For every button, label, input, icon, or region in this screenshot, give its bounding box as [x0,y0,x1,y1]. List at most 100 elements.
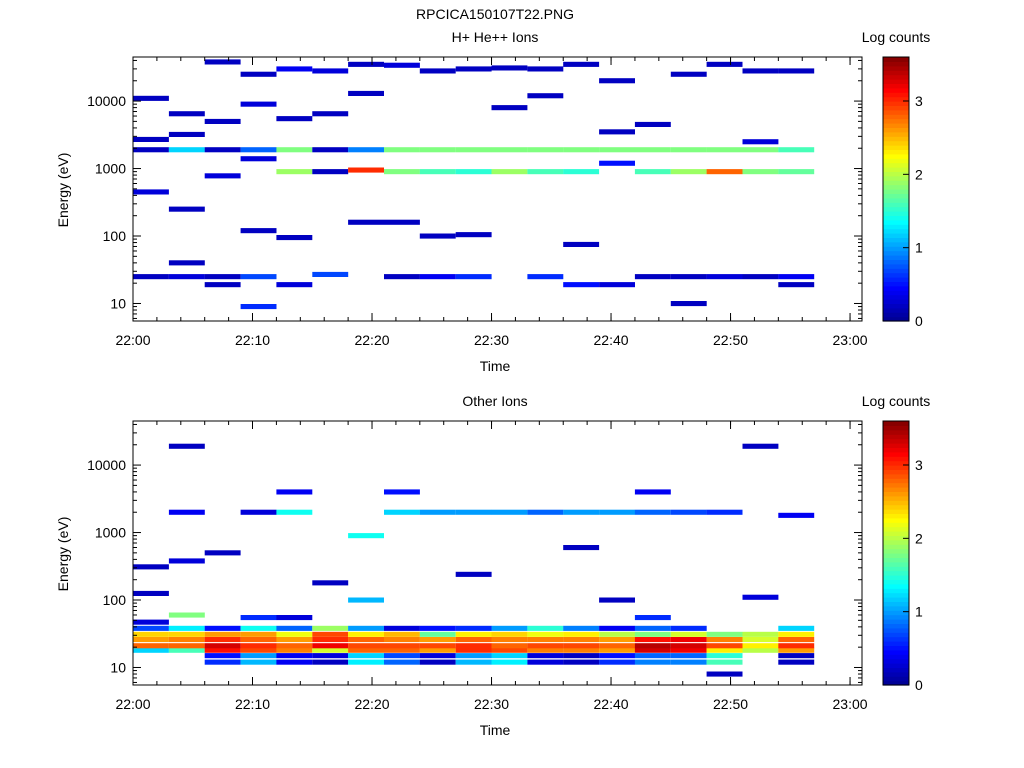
colorbar-segment [883,109,909,115]
heatmap-cell [312,637,349,643]
colorbar-segment [883,70,909,76]
heatmap-cell [312,111,349,117]
heatmap-cell [133,136,169,142]
heatmap-cell [133,647,169,653]
x-tick-label: 22:40 [594,696,629,712]
heatmap-cell [742,631,779,637]
heatmap-cell [240,625,277,631]
heatmap-cell [204,274,241,280]
colorbar-segment [883,202,909,208]
colorbar-segment [883,246,909,252]
colorbar-segment [883,434,909,440]
x-tick-label: 22:20 [354,696,389,712]
heatmap-cell [706,659,743,665]
heatmap-cell [778,512,815,518]
colorbar-segment [883,316,909,322]
heatmap-cell [491,169,528,175]
heatmap-cell [276,116,313,122]
colorbar-segment [883,671,909,677]
heatmap-cell [778,637,815,643]
x-tick-label: 22:50 [713,696,748,712]
heatmap-cell [455,653,492,659]
heatmap-cell [312,631,349,637]
colorbar-segment [883,491,909,497]
colorbar-segment [883,421,909,426]
heatmap-cell [240,156,277,162]
heatmap-cell [670,274,707,280]
colorbar-segment [883,605,909,611]
heatmap-cell [419,625,456,631]
heatmap-cell [491,147,528,153]
panel-title: Other Ions [462,393,527,409]
heatmap-cell [276,282,313,288]
heatmap-cell [133,625,169,631]
heatmap-cell [634,509,671,515]
heatmap-cell [670,509,707,515]
colorbar-segment [883,123,909,128]
heatmap-cell [742,169,779,175]
heatmap-cell [133,637,169,643]
colorbar-segment [883,83,909,89]
heatmap-cell [670,71,707,77]
heatmap-cell [348,637,384,643]
heatmap-cell [348,659,384,665]
panel-other-ions: Other Ions Log counts Energy (eV) Time 2… [55,393,930,738]
heatmap-cell [348,167,384,173]
colorbar-tick-label: 1 [915,604,923,620]
heatmap-cell [168,558,205,564]
heatmap-cell [670,647,707,653]
heatmap-cell [455,274,492,280]
heatmap-cell [670,637,707,643]
heatmap-cell [455,232,492,238]
heatmap-cell [419,647,456,653]
colorbar-segment [883,504,909,510]
colorbar-segment [883,224,909,230]
colorbar-segment [883,294,909,300]
x-tick-label: 22:00 [115,332,150,348]
colorbar-segment [883,281,909,287]
colorbar-segment [883,619,909,624]
heatmap-cell [455,659,492,665]
x-tick-label: 22:00 [115,696,150,712]
heatmap-cell [419,659,456,665]
colorbar-tick-label: 3 [915,457,923,473]
heatmap-cell [133,274,169,280]
heatmap-cell [348,631,384,637]
colorbar-segment [883,162,909,168]
colorbar-segment [883,539,909,545]
y-axis-label: Energy (eV) [55,517,71,592]
heatmap-cell [599,647,635,653]
heatmap-cell [276,647,313,653]
colorbar-segment [883,114,909,120]
heatmap-cell [419,147,456,153]
colorbar-segment [883,87,909,93]
colorbar-segment [883,443,909,448]
heatmap-cell [133,643,169,649]
heatmap-cell [599,659,635,665]
colorbar-segment [883,632,909,638]
heatmap-cell [670,631,707,637]
heatmap-cell [778,68,815,74]
heatmap-cell [599,631,635,637]
heatmap-cell [455,571,492,577]
heatmap-cell [276,637,313,643]
colorbar-segment [883,96,909,102]
heatmap-cell [312,68,349,74]
heatmap-cell [204,59,241,65]
y-axis-label: Energy (eV) [55,153,71,228]
heatmap-cell [599,637,635,643]
heatmap-cell [634,169,671,175]
colorbar-frame [882,56,910,322]
heatmap-cell [670,643,707,649]
colorbar-segment [883,299,909,304]
heatmap-cell [168,111,205,117]
colorbar-segment [883,553,909,558]
heatmap-cell [204,637,241,643]
colorbar-segment [883,456,909,462]
heatmap-cell [599,653,635,659]
heatmap-cell [168,206,205,212]
heatmap-cell [133,95,169,101]
heatmap-cell [240,647,277,653]
colorbar-segment [883,307,909,313]
colorbar-segment [883,482,909,488]
